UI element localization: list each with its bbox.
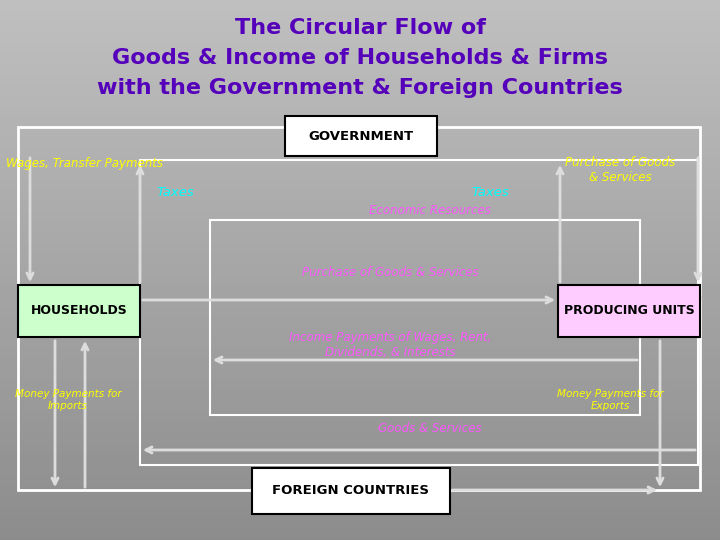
Bar xyxy=(285,116,437,156)
Bar xyxy=(558,285,700,337)
Text: Taxes: Taxes xyxy=(471,186,509,199)
Text: Economic Resources: Economic Resources xyxy=(369,204,491,217)
Bar xyxy=(252,468,450,514)
Text: GOVERNMENT: GOVERNMENT xyxy=(308,130,413,143)
Text: Income Payments of Wages, Rent,
Dividends, & Interests: Income Payments of Wages, Rent, Dividend… xyxy=(289,331,491,359)
Text: Goods & Income of Households & Firms: Goods & Income of Households & Firms xyxy=(112,48,608,68)
Text: Wages, Transfer Payments: Wages, Transfer Payments xyxy=(6,157,163,170)
Bar xyxy=(210,220,640,415)
Text: Money Payments for
Exports: Money Payments for Exports xyxy=(557,389,663,411)
Bar xyxy=(140,160,698,465)
Text: HOUSEHOLDS: HOUSEHOLDS xyxy=(31,305,127,318)
Bar xyxy=(18,127,700,490)
Text: Goods & Services: Goods & Services xyxy=(378,422,482,435)
Text: Purchase of Goods & Services: Purchase of Goods & Services xyxy=(302,266,478,279)
Text: Money Payments for
Imports: Money Payments for Imports xyxy=(14,389,121,411)
Text: with the Government & Foreign Countries: with the Government & Foreign Countries xyxy=(97,78,623,98)
Text: PRODUCING UNITS: PRODUCING UNITS xyxy=(564,305,694,318)
Text: Purchase of Goods
& Services: Purchase of Goods & Services xyxy=(565,156,675,184)
Bar xyxy=(18,285,140,337)
Text: FOREIGN COUNTRIES: FOREIGN COUNTRIES xyxy=(272,484,430,497)
Text: The Circular Flow of: The Circular Flow of xyxy=(235,18,485,38)
Text: Taxes: Taxes xyxy=(156,186,194,199)
